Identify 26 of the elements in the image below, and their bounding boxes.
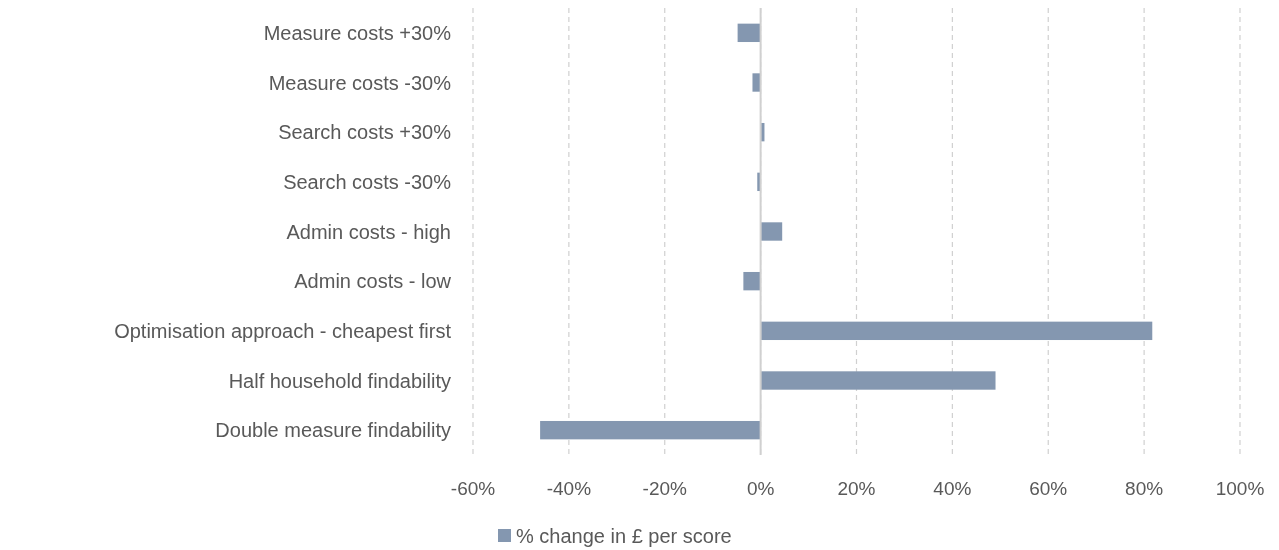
bar (540, 420, 761, 440)
x-tick-label: 0% (746, 478, 775, 499)
y-tick-label: Optimisation approach - cheapest first (114, 319, 452, 342)
y-tick-label: Admin costs - low (294, 270, 452, 293)
y-tick-label: Measure costs -30% (268, 71, 452, 94)
y-tick-label: Search costs +30% (278, 121, 452, 144)
y-tick-label: Admin costs - high (286, 220, 451, 243)
x-tick-label: -20% (642, 478, 688, 499)
bar (760, 222, 783, 241)
bar (760, 371, 996, 390)
bar (737, 23, 761, 43)
x-tick-label: 40% (933, 478, 972, 499)
x-tick-label: 80% (1125, 478, 1164, 499)
x-tick-label: -60% (450, 478, 496, 499)
legend-label: % change in £ per score (516, 525, 732, 547)
x-tick-label: -40% (546, 478, 592, 499)
x-tick-label: 60% (1029, 478, 1068, 499)
y-tick-label: Search costs -30% (283, 170, 452, 193)
bar (760, 321, 1153, 341)
bar (752, 73, 761, 92)
y-tick-label: Double measure findability (215, 419, 451, 442)
y-tick-label: Measure costs +30% (263, 21, 452, 44)
x-tick-label: 20% (837, 478, 876, 499)
x-tick-label: 100% (1215, 478, 1265, 499)
bar (743, 271, 761, 291)
y-tick-label: Half household findability (228, 369, 451, 392)
